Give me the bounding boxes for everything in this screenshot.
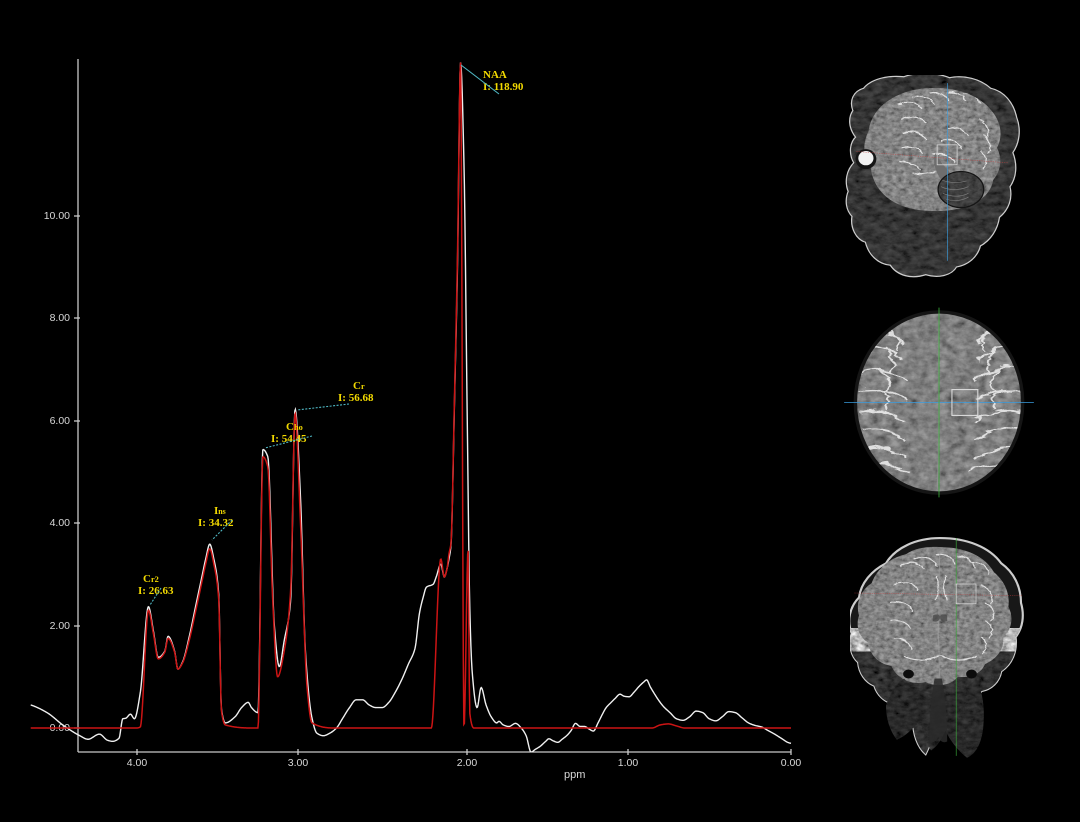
svg-text:4.00: 4.00: [127, 757, 148, 769]
svg-text:3.00: 3.00: [288, 757, 309, 769]
svg-text:1.00: 1.00: [618, 757, 639, 769]
svg-text:Ins: Ins: [214, 505, 226, 517]
svg-text:Cr: Cr: [353, 380, 365, 392]
svg-text:0.00: 0.00: [781, 757, 802, 769]
svg-text:ppm: ppm: [564, 769, 585, 781]
svg-text:NAA: NAA: [483, 69, 507, 81]
svg-text:8.00: 8.00: [50, 312, 71, 324]
svg-text:Cho: Cho: [286, 421, 303, 433]
svg-text:4.00: 4.00: [50, 517, 71, 529]
svg-text:I: 56.68: I: 56.68: [338, 392, 374, 404]
svg-text:2.00: 2.00: [457, 757, 478, 769]
svg-text:2.00: 2.00: [50, 620, 71, 632]
svg-text:6.00: 6.00: [50, 415, 71, 427]
svg-text:10.00: 10.00: [44, 210, 70, 222]
svg-text:Cr2: Cr2: [143, 573, 159, 585]
